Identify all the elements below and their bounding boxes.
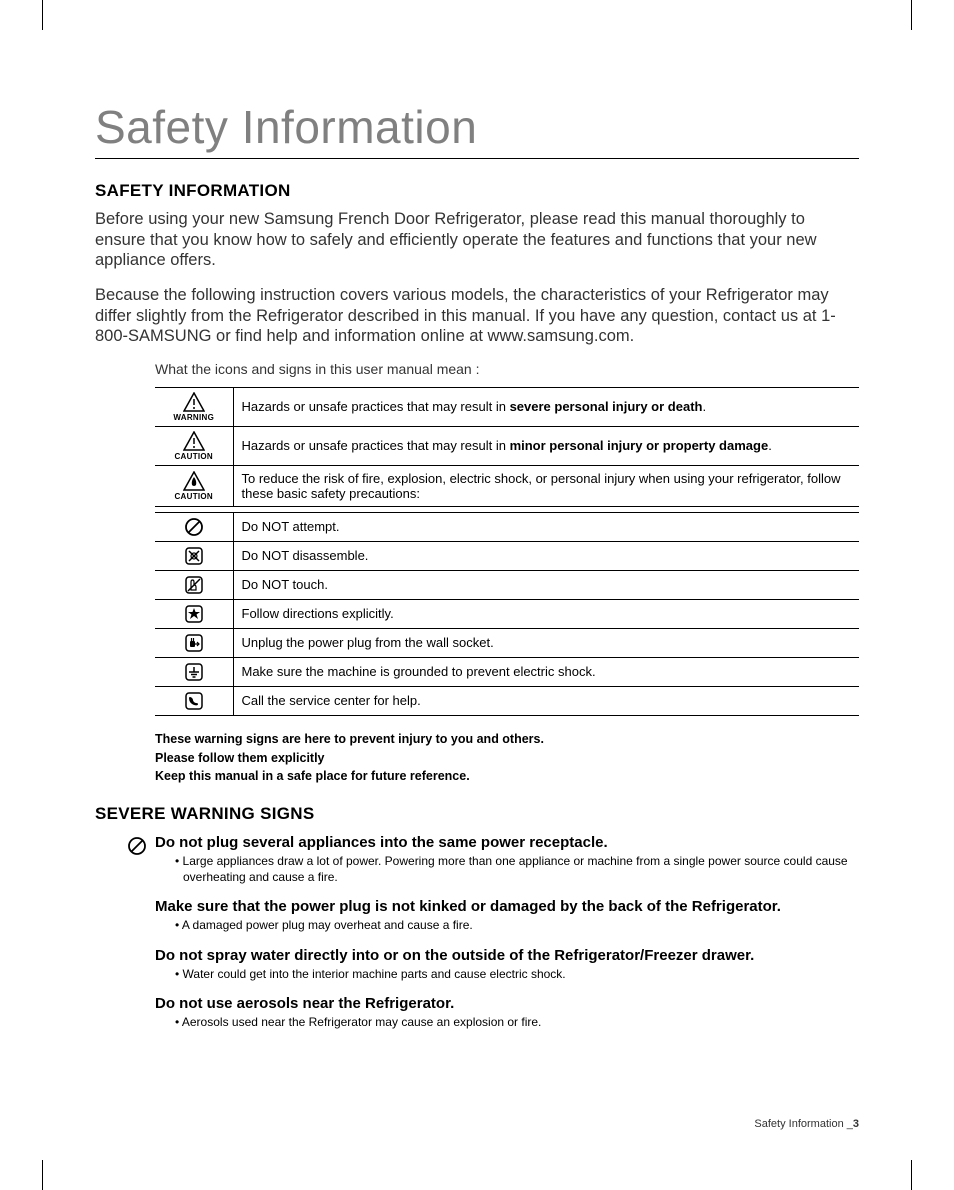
icons-table: WARNING Hazards or unsafe practices that… <box>155 387 859 716</box>
warning-footer-line: Keep this manual in a safe place for fut… <box>155 767 859 786</box>
warning-footer-block: These warning signs are here to prevent … <box>155 730 859 786</box>
crop-mark <box>42 0 43 30</box>
severe-warning-block: Do not plug several appliances into the … <box>155 834 859 1030</box>
icon-cell-unplug <box>155 628 233 657</box>
table-row: WARNING Hazards or unsafe practices that… <box>155 387 859 426</box>
warning-footer-line: Please follow them explicitly <box>155 749 859 768</box>
text: . <box>768 438 772 453</box>
intro-paragraph-1: Before using your new Samsung French Doo… <box>95 209 859 271</box>
warning-triangle-icon <box>183 392 205 412</box>
warning-item: Do not plug several appliances into the … <box>155 834 859 885</box>
page-number: 3 <box>853 1118 859 1130</box>
warning-item: Do not spray water directly into or on t… <box>155 947 859 982</box>
warning-title: Do not use aerosols near the Refrigerato… <box>155 995 859 1012</box>
warning-bullet: A damaged power plug may overheat and ca… <box>175 917 859 933</box>
table-row: Do NOT touch. <box>155 570 859 599</box>
text: Hazards or unsafe practices that may res… <box>242 399 510 414</box>
icon-description: To reduce the risk of fire, explosion, e… <box>233 465 859 506</box>
icon-description: Call the service center for help. <box>233 686 859 715</box>
follow-directions-icon <box>184 604 204 624</box>
warning-bullet: Large appliances draw a lot of power. Po… <box>175 853 859 885</box>
table-row: Follow directions explicitly. <box>155 599 859 628</box>
icon-cell-prohibit <box>155 512 233 541</box>
icon-label: CAUTION <box>157 492 231 501</box>
icon-label: CAUTION <box>157 452 231 461</box>
page-footer: Safety Information _3 <box>754 1118 859 1130</box>
warning-title: Do not plug several appliances into the … <box>155 834 859 851</box>
icon-cell-follow <box>155 599 233 628</box>
no-disassemble-icon <box>184 546 204 566</box>
warning-item: Do not use aerosols near the Refrigerato… <box>155 995 859 1030</box>
ground-icon <box>184 662 204 682</box>
crop-mark <box>911 0 912 30</box>
table-row: CAUTION To reduce the risk of fire, expl… <box>155 465 859 506</box>
icon-cell-caution: CAUTION <box>155 426 233 465</box>
text: Hazards or unsafe practices that may res… <box>242 438 510 453</box>
no-touch-icon <box>184 575 204 595</box>
text-bold: minor personal injury or property damage <box>510 438 769 453</box>
icon-description: Make sure the machine is grounded to pre… <box>233 657 859 686</box>
table-row: Unplug the power plug from the wall sock… <box>155 628 859 657</box>
icon-cell-no-disassemble <box>155 541 233 570</box>
warning-bullet: Water could get into the interior machin… <box>175 966 859 982</box>
unplug-icon <box>184 633 204 653</box>
icon-label: WARNING <box>157 413 231 422</box>
icon-description: Follow directions explicitly. <box>233 599 859 628</box>
section-heading-safety: SAFETY INFORMATION <box>95 181 859 201</box>
table-row: Make sure the machine is grounded to pre… <box>155 657 859 686</box>
icon-description: Unplug the power plug from the wall sock… <box>233 628 859 657</box>
crop-mark <box>911 1160 912 1190</box>
icon-cell-call-service <box>155 686 233 715</box>
icon-description: Hazards or unsafe practices that may res… <box>233 387 859 426</box>
footer-label: Safety Information _ <box>754 1118 852 1130</box>
caution-triangle-icon <box>183 431 205 451</box>
text: . <box>702 399 706 414</box>
crop-mark <box>42 1160 43 1190</box>
table-row: Do NOT attempt. <box>155 512 859 541</box>
icon-description: Do NOT disassemble. <box>233 541 859 570</box>
text-bold: severe personal injury or death <box>510 399 703 414</box>
warning-footer-line: These warning signs are here to prevent … <box>155 730 859 749</box>
warning-bullet: Aerosols used near the Refrigerator may … <box>175 1014 859 1030</box>
table-row: Call the service center for help. <box>155 686 859 715</box>
page-title: Safety Information <box>95 100 859 159</box>
icons-subheading: What the icons and signs in this user ma… <box>155 361 859 377</box>
icon-cell-warning: WARNING <box>155 387 233 426</box>
icon-cell-caution-fire: CAUTION <box>155 465 233 506</box>
icon-description: Do NOT attempt. <box>233 512 859 541</box>
icon-cell-no-touch <box>155 570 233 599</box>
intro-paragraph-2: Because the following instruction covers… <box>95 285 859 347</box>
icon-description: Hazards or unsafe practices that may res… <box>233 426 859 465</box>
table-row: CAUTION Hazards or unsafe practices that… <box>155 426 859 465</box>
prohibit-icon <box>127 836 147 856</box>
icon-cell-ground <box>155 657 233 686</box>
icon-description: Do NOT touch. <box>233 570 859 599</box>
table-row: Do NOT disassemble. <box>155 541 859 570</box>
section-heading-severe: SEVERE WARNING SIGNS <box>95 804 859 824</box>
prohibit-icon <box>184 517 204 537</box>
call-service-icon <box>184 691 204 711</box>
warning-title: Make sure that the power plug is not kin… <box>155 898 859 915</box>
warning-title: Do not spray water directly into or on t… <box>155 947 859 964</box>
warning-item: Make sure that the power plug is not kin… <box>155 898 859 933</box>
caution-fire-icon <box>183 471 205 491</box>
